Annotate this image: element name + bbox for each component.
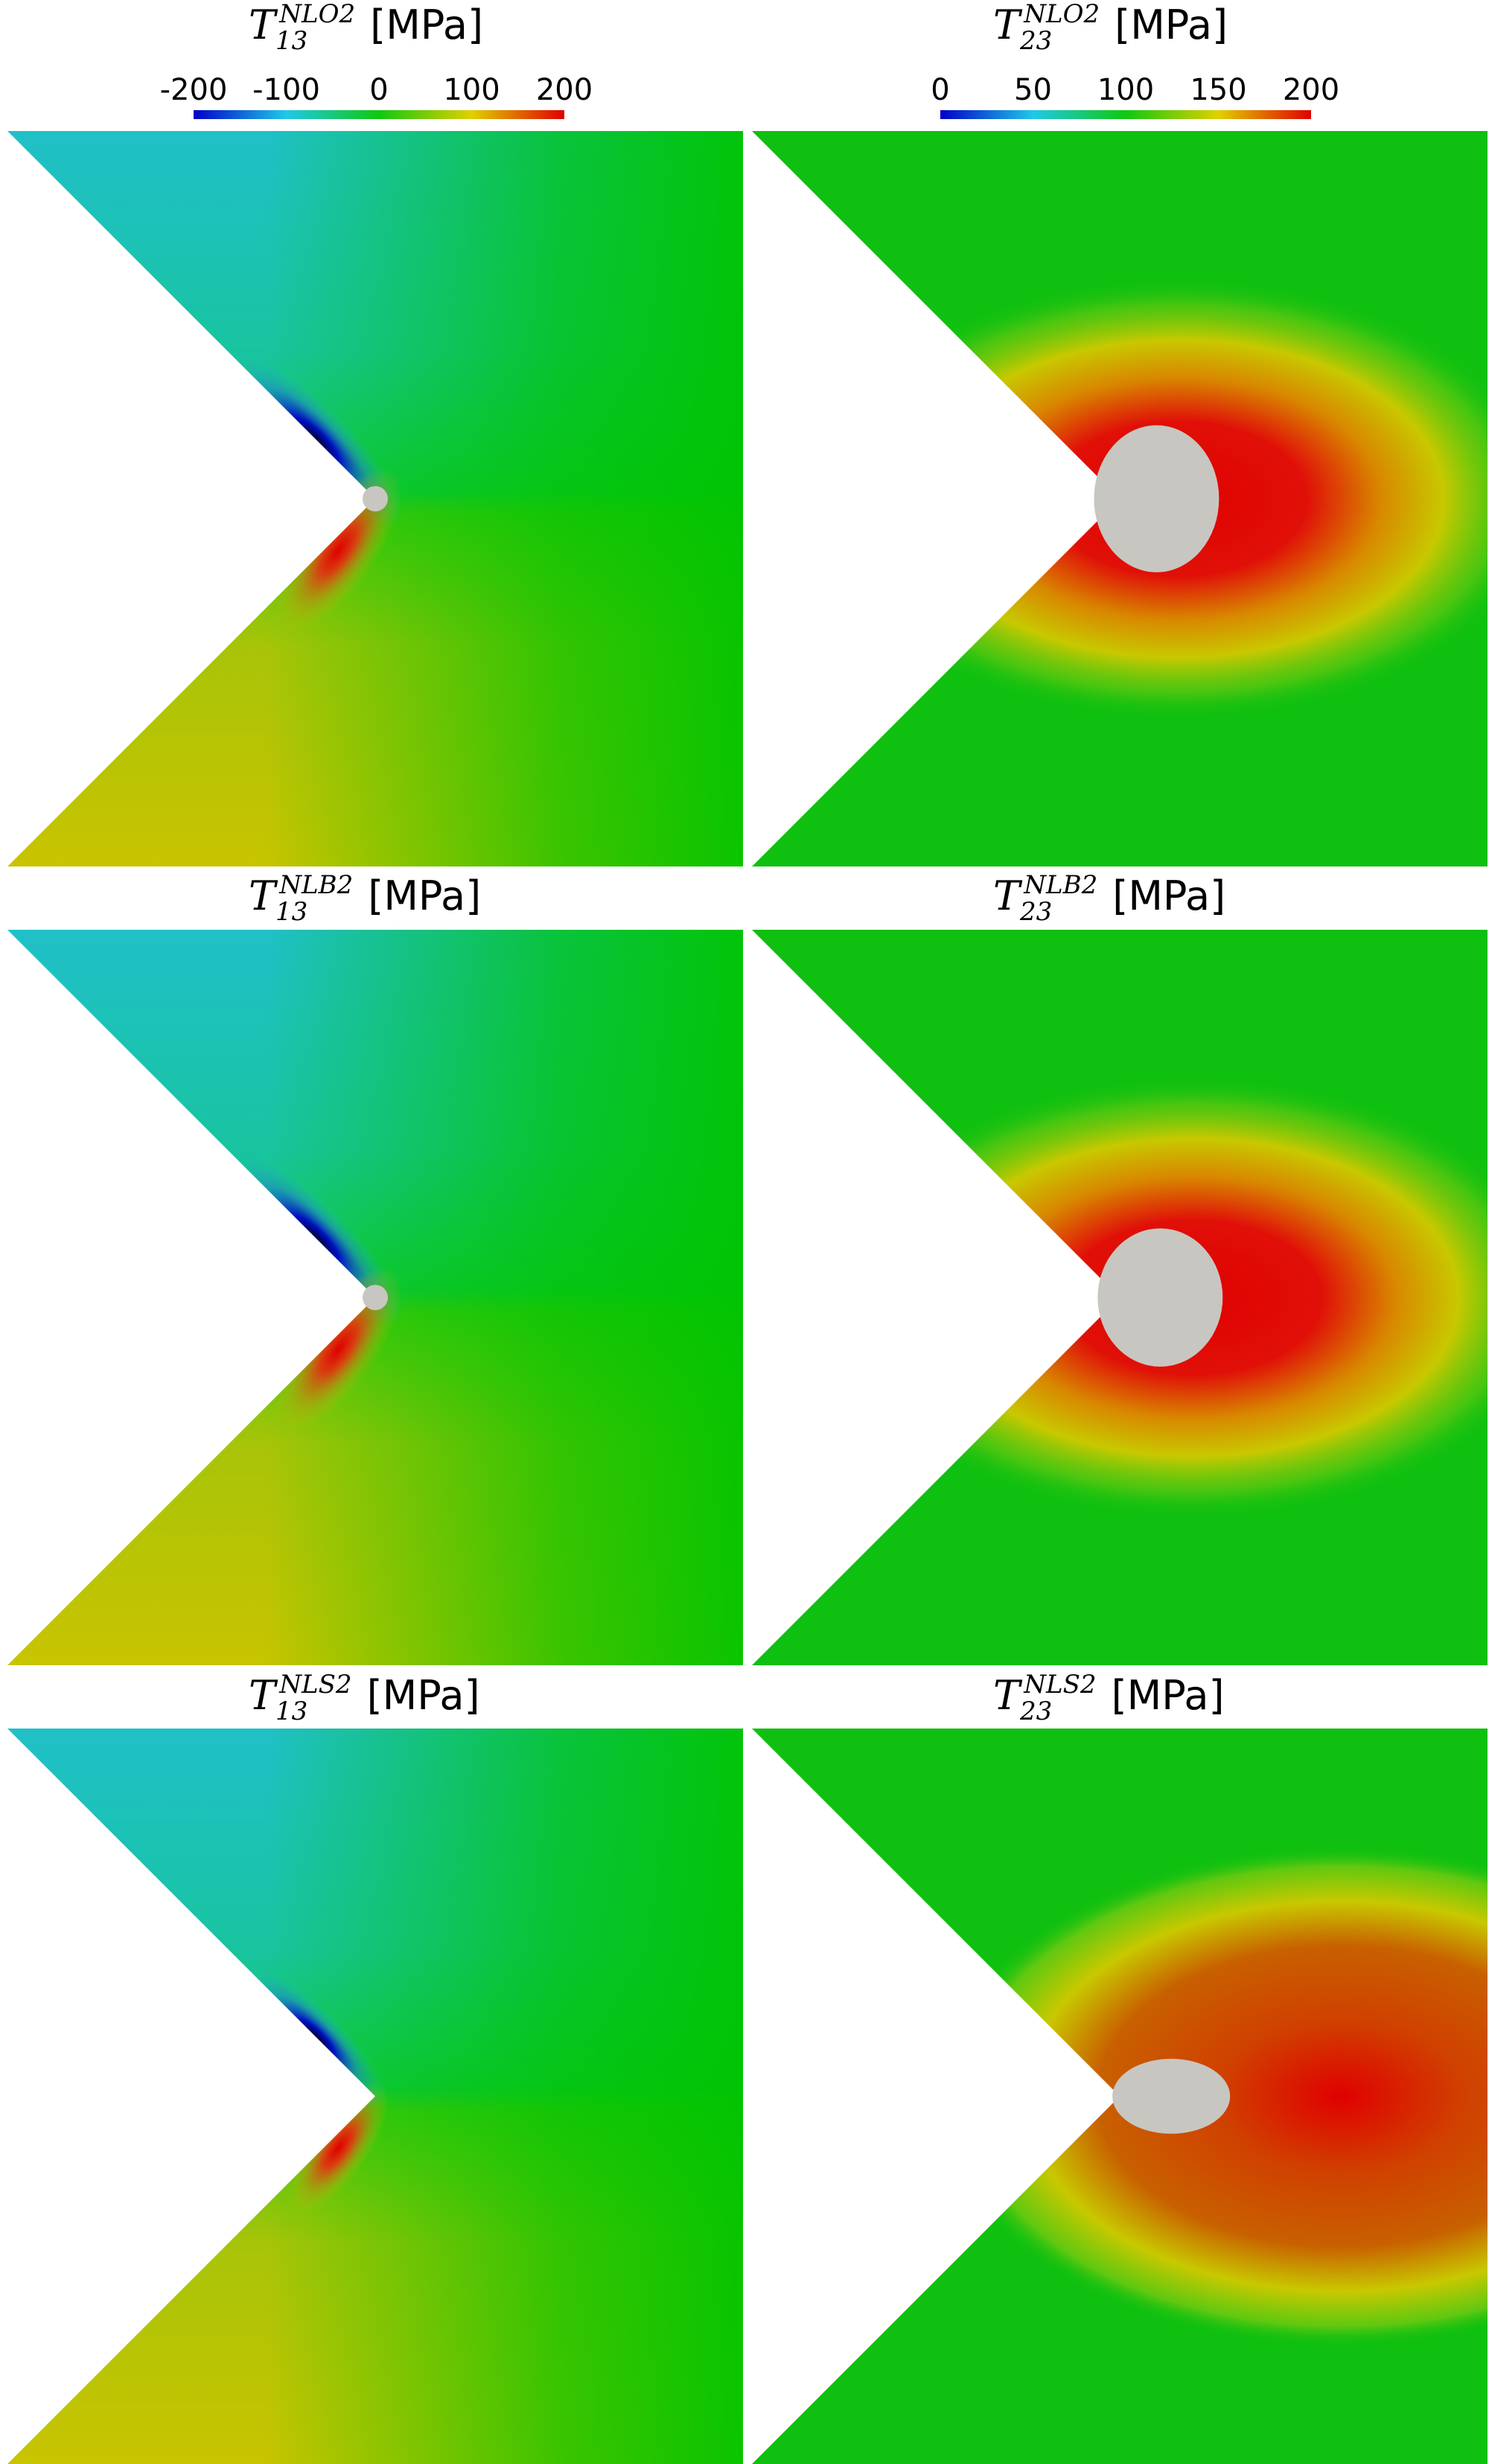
panel-title: T13NLS2 [MPa] [249, 1670, 480, 1726]
plastic-zone [363, 1285, 388, 1310]
plastic-zone [1094, 425, 1219, 572]
title-subscript: 23 [1019, 26, 1052, 56]
colorbar [940, 110, 1311, 119]
notch [7, 1729, 375, 2464]
plastic-zone [1097, 1228, 1223, 1367]
title-unit: [MPa] [368, 872, 481, 919]
title-unit: [MPa] [1115, 1, 1228, 48]
title-symbol: T [993, 1672, 1023, 1719]
title-subscript: 23 [1019, 897, 1052, 927]
title-unit: [MPa] [1112, 872, 1225, 919]
colorbar-tick-label: 50 [1014, 73, 1052, 107]
field-plot [752, 131, 1488, 866]
field-plot [7, 1729, 743, 2464]
title-unit: [MPa] [370, 1, 483, 48]
notch [752, 131, 1120, 866]
title-subscript: 13 [275, 1697, 307, 1726]
colorbar-tick-label: -200 [160, 73, 228, 107]
colorbar-tick-label: -100 [252, 73, 320, 107]
colorbar-tick-label: 200 [1283, 73, 1339, 107]
field-plot [752, 1729, 1488, 2464]
notch [7, 131, 375, 866]
field-plot [752, 930, 1488, 1665]
field-plot [7, 930, 743, 1665]
title-superscript: NLS2 [1023, 1670, 1096, 1699]
title-superscript: NLO2 [278, 0, 355, 29]
colorbar-tick-label: 0 [931, 73, 949, 107]
field-plot [7, 131, 743, 866]
title-symbol: T [249, 1, 278, 48]
panel-title: T23NLB2 [MPa] [993, 870, 1225, 927]
title-subscript: 13 [275, 26, 307, 56]
plastic-zone [1112, 2058, 1231, 2134]
panel-title: T13NLO2 [MPa] [249, 0, 483, 56]
notch [752, 930, 1120, 1665]
title-superscript: NLO2 [1023, 0, 1100, 29]
title-symbol: T [993, 1, 1023, 48]
title-symbol: T [249, 1672, 278, 1719]
panel-title: T13NLB2 [MPa] [249, 870, 481, 927]
title-subscript: 23 [1019, 1697, 1052, 1726]
title-subscript: 13 [275, 897, 307, 927]
title-superscript: NLB2 [278, 870, 353, 900]
colorbar-tick-label: 150 [1190, 73, 1246, 107]
field [287, 2081, 389, 2214]
notch [752, 1729, 1120, 2464]
title-symbol: T [993, 872, 1023, 919]
title-unit: [MPa] [1112, 1672, 1225, 1719]
title-unit: [MPa] [367, 1672, 480, 1719]
panel-title: T23NLO2 [MPa] [993, 0, 1228, 56]
plastic-zone [363, 486, 388, 511]
title-superscript: NLB2 [1023, 870, 1097, 900]
title-superscript: NLS2 [278, 1670, 351, 1699]
panel-title: T23NLS2 [MPa] [993, 1670, 1225, 1726]
title-symbol: T [249, 872, 278, 919]
colorbar-tick-label: 100 [1097, 73, 1154, 107]
colorbar-tick-label: 100 [443, 73, 500, 107]
colorbar-tick-label: 0 [369, 73, 388, 107]
colorbar-tick-label: 200 [536, 73, 593, 107]
colorbar [194, 110, 564, 119]
notch [7, 930, 375, 1665]
